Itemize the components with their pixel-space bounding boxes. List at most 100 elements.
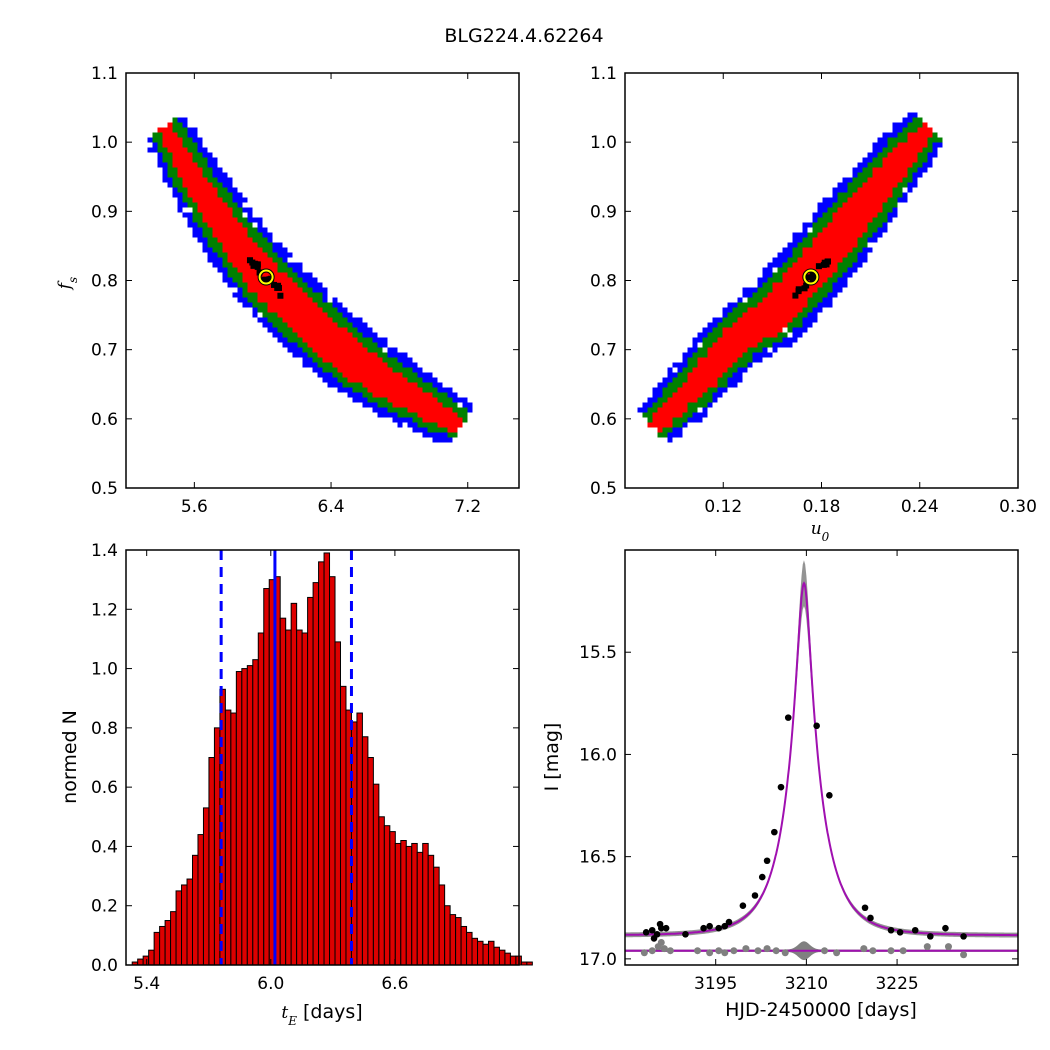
density-cell	[197, 192, 203, 198]
density-cell	[312, 362, 318, 368]
density-cell	[217, 237, 223, 243]
density-cell	[402, 377, 408, 383]
density-cell	[687, 392, 693, 398]
density-cell	[447, 422, 453, 428]
density-cell	[677, 377, 683, 383]
density-cell	[837, 282, 843, 288]
heatmap-cells-u0-fs	[637, 112, 943, 443]
density-cell	[172, 117, 178, 123]
density-cell	[447, 437, 453, 443]
best-fit-marker-ring	[803, 269, 819, 285]
density-cell	[757, 312, 763, 318]
density-cell	[747, 347, 753, 353]
density-cell	[312, 302, 318, 308]
density-cell	[797, 292, 803, 298]
density-cell	[732, 357, 738, 363]
density-cell	[652, 392, 658, 398]
density-cell	[822, 202, 828, 208]
density-cell	[392, 352, 398, 358]
density-cell	[712, 317, 718, 323]
density-cell	[187, 172, 193, 178]
density-cell	[377, 392, 383, 398]
density-cell	[332, 352, 338, 358]
density-cell	[782, 287, 788, 293]
density-cell	[797, 272, 803, 278]
density-cell	[387, 382, 393, 388]
density-cell	[227, 272, 233, 278]
density-cell	[267, 247, 273, 253]
histogram-bar	[526, 961, 533, 966]
density-cell	[187, 137, 193, 143]
density-cell	[877, 212, 883, 218]
model-uncertainty-band	[625, 560, 1018, 938]
density-cell	[782, 247, 788, 253]
density-cell	[392, 367, 398, 373]
density-cell	[892, 207, 898, 213]
density-cell	[782, 302, 788, 308]
density-cell	[167, 177, 173, 183]
density-cell	[437, 382, 443, 388]
density-cell	[832, 287, 838, 293]
density-cell	[907, 137, 913, 143]
density-cell	[207, 202, 213, 208]
axes-frame-lightcurve	[624, 549, 1019, 966]
density-cell	[252, 277, 258, 283]
density-cell	[402, 367, 408, 373]
density-cell	[837, 202, 843, 208]
heatmap-cells-tE-fs	[147, 117, 473, 443]
density-cell	[847, 217, 853, 223]
density-cell	[717, 332, 723, 338]
density-cell	[842, 222, 848, 228]
density-cell	[282, 247, 288, 253]
density-cell	[277, 312, 283, 318]
density-cell	[307, 272, 313, 278]
density-cell	[247, 232, 253, 238]
density-cell	[782, 322, 788, 328]
density-cell	[842, 242, 848, 248]
best-fit-marker-ring	[258, 269, 274, 285]
density-cell	[687, 362, 693, 368]
density-cell	[177, 202, 183, 208]
density-cell	[362, 387, 368, 393]
density-cell	[417, 387, 423, 393]
density-cell	[352, 317, 358, 323]
density-cell	[292, 272, 298, 278]
density-cell	[877, 167, 883, 173]
density-cell	[932, 137, 938, 143]
density-cell	[687, 347, 693, 353]
density-cell	[822, 247, 828, 253]
density-cell	[847, 272, 853, 278]
density-cell	[222, 187, 228, 193]
density-cell	[282, 272, 288, 278]
density-cell	[672, 412, 678, 418]
density-cell	[687, 382, 693, 388]
density-cell	[232, 212, 238, 218]
density-cell	[347, 312, 353, 318]
density-cell	[412, 372, 418, 378]
mcmc-sample	[821, 259, 828, 266]
density-cell	[237, 267, 243, 273]
density-cell	[247, 267, 253, 273]
density-cell	[212, 222, 218, 228]
density-cell	[817, 297, 823, 303]
density-cell	[807, 237, 813, 243]
density-cell	[842, 232, 848, 238]
density-cell	[227, 252, 233, 258]
density-cell	[187, 152, 193, 158]
histogram-bar	[181, 884, 188, 966]
density-cell	[232, 247, 238, 253]
density-cell	[707, 402, 713, 408]
density-cell	[262, 287, 268, 293]
density-cell	[807, 322, 813, 328]
residual-point	[730, 947, 738, 955]
density-cell	[667, 402, 673, 408]
histogram-bar	[438, 884, 446, 966]
density-cell	[282, 257, 288, 263]
density-cell	[267, 287, 273, 293]
density-cell	[227, 232, 233, 238]
density-cell	[232, 277, 238, 283]
density-cell	[852, 237, 858, 243]
density-cell	[267, 297, 273, 303]
density-cell	[362, 392, 368, 398]
density-cell	[732, 382, 738, 388]
